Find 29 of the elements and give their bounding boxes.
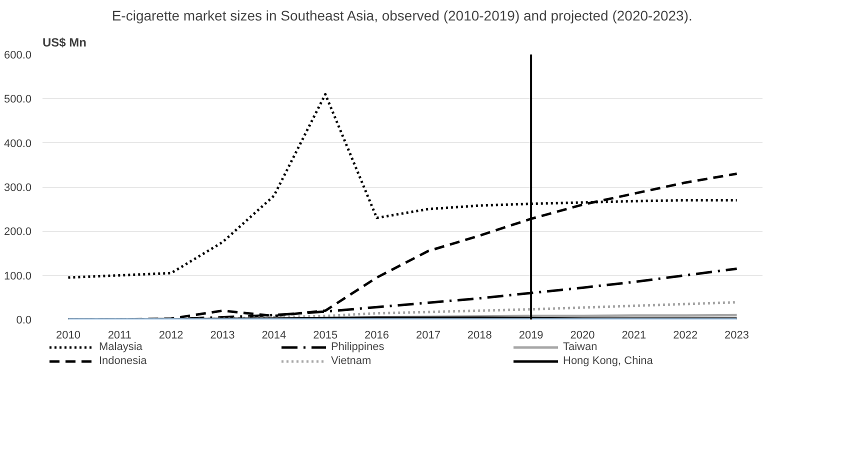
x-tick-label: 2022 (673, 330, 698, 342)
y-tick-label: 600.0 (4, 50, 32, 62)
legend-label: Taiwan (563, 341, 598, 353)
x-tick-label: 2011 (108, 330, 132, 342)
legend-label: Philippines (331, 341, 386, 353)
x-tick-label: 2010 (56, 330, 80, 342)
y-tick-label: 300.0 (4, 182, 32, 194)
legend-label: Malaysia (99, 341, 144, 353)
y-tick-label: 0.0 (16, 314, 32, 326)
x-tick-label: 2020 (570, 330, 595, 342)
x-tick-label: 2013 (210, 330, 235, 342)
y-tick-label: 400.0 (4, 138, 32, 150)
x-tick-label: 2023 (724, 330, 750, 342)
x-tick-label: 2017 (416, 330, 440, 342)
chart-title: E-cigarette market sizes in Southeast Asia, observed (2010-2019) and projected (2020-2023). (112, 8, 692, 24)
x-tick-label: 2015 (313, 330, 338, 342)
y-tick-label: 500.0 (4, 94, 32, 106)
y-axis-title: US$ Mn (42, 36, 87, 50)
x-tick-label: 2012 (158, 330, 184, 342)
x-tick-label: 2019 (518, 330, 544, 342)
legend-label: Hong Kong, China (563, 355, 654, 367)
x-tick-label: 2016 (364, 330, 390, 342)
legend-label: Vietnam (331, 355, 372, 367)
y-tick-label: 100.0 (4, 270, 32, 282)
x-tick-label: 2021 (622, 330, 646, 342)
y-tick-label: 200.0 (4, 226, 32, 238)
x-tick-label: 2014 (262, 330, 286, 342)
legend-label: Indonesia (99, 355, 148, 367)
x-tick-label: 2018 (467, 330, 492, 342)
